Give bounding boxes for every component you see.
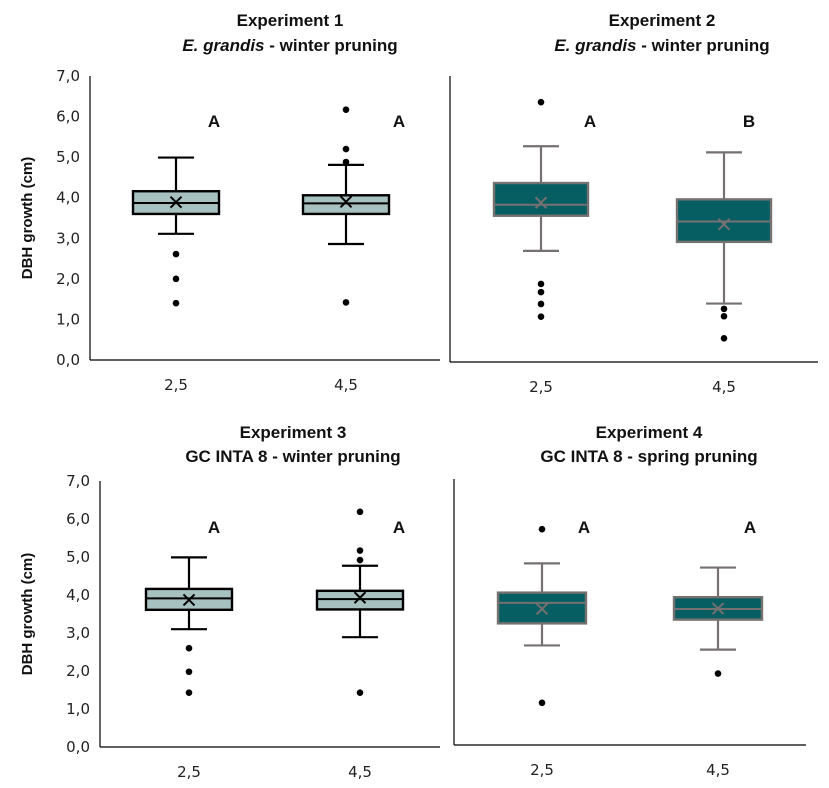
box-1: 2,5 A xyxy=(144,518,234,781)
mean-marker xyxy=(353,591,367,604)
outlier-point xyxy=(356,508,364,516)
significance-letter: A xyxy=(208,112,220,131)
outlier-point xyxy=(537,300,545,308)
mean-marker xyxy=(169,195,183,209)
significance-letter: A xyxy=(578,518,590,537)
panel-title: Experiment 1 xyxy=(237,11,344,30)
significance-letter: A xyxy=(744,518,756,537)
mean-marker xyxy=(182,593,196,607)
box-1: 2,5 A xyxy=(131,112,221,394)
panel-subtitle: GC INTA 8 - spring pruning xyxy=(540,447,757,466)
y-tick-label: 6,0 xyxy=(66,510,90,528)
box-2: 4,5 B xyxy=(675,112,773,396)
y-tick-label: 6,0 xyxy=(56,108,80,126)
y-tick-label: 5,0 xyxy=(66,548,90,566)
panel-4: Experiment 4 GC INTA 8 - spring pruning 2,… xyxy=(453,423,806,779)
outlier-point xyxy=(356,556,364,564)
outlier-point xyxy=(185,689,193,696)
outlier-point xyxy=(342,145,350,153)
subtitle-text: - winter pruning xyxy=(637,36,770,55)
subtitle-text: - winter pruning xyxy=(265,36,398,55)
panel-title: Experiment 4 xyxy=(596,423,703,442)
box-2: 4,5 A xyxy=(315,508,405,781)
box-1: 2,5 A xyxy=(492,98,596,396)
outlier-point xyxy=(342,299,350,306)
y-axis-label: DBH growth (cm) xyxy=(19,553,36,676)
outlier-point xyxy=(185,644,193,652)
significance-letter: A xyxy=(393,112,405,131)
outlier-point xyxy=(720,335,728,342)
box-2: 4,5 A xyxy=(672,518,764,779)
outlier-point xyxy=(537,313,545,320)
x-tick-label: 2,5 xyxy=(529,378,553,396)
outlier-point xyxy=(356,547,364,554)
x-tick-label: 4,5 xyxy=(348,763,372,781)
y-tick-label: 1,0 xyxy=(56,310,80,328)
outlier-point xyxy=(720,305,728,313)
panel-subtitle: E. grandis - winter pruning xyxy=(554,36,769,55)
mean-marker xyxy=(339,195,353,208)
x-tick-label: 2,5 xyxy=(530,761,554,779)
outlier-point xyxy=(342,106,350,113)
y-tick-label: 4,0 xyxy=(66,586,90,604)
x-tick-label: 2,5 xyxy=(177,763,201,781)
outlier-point xyxy=(172,299,180,307)
panel-title: Experiment 2 xyxy=(609,11,716,30)
outlier-point xyxy=(172,275,180,283)
species-name: E. grandis xyxy=(554,36,636,55)
mean-marker xyxy=(534,196,548,209)
box-2: 4,5 A xyxy=(301,106,405,394)
mean-marker xyxy=(711,602,725,615)
significance-letter: A xyxy=(208,518,220,537)
subtitle-text: GC INTA 8 - winter pruning xyxy=(185,447,400,466)
outlier-point xyxy=(537,98,545,106)
y-tick-label: 7,0 xyxy=(66,472,90,490)
significance-letter: A xyxy=(393,518,405,537)
y-tick-label: 3,0 xyxy=(56,229,80,247)
significance-letter: A xyxy=(584,112,596,131)
outlier-point xyxy=(342,158,350,166)
mean-marker xyxy=(535,602,549,616)
outlier-point xyxy=(185,668,193,676)
y-tick-label: 7,0 xyxy=(56,67,80,85)
outlier-point xyxy=(537,288,545,296)
box-1: 2,5 A xyxy=(496,518,590,779)
y-tick-label: 2,0 xyxy=(56,270,80,288)
panel-2: Experiment 2 E. grandis - winter pruning 2… xyxy=(449,11,818,396)
panel-subtitle: GC INTA 8 - winter pruning xyxy=(185,447,400,466)
significance-letter: B xyxy=(743,112,755,131)
y-tick-label: 0,0 xyxy=(66,738,90,756)
y-tick-label: 2,0 xyxy=(66,662,90,680)
y-tick-label: 0,0 xyxy=(56,351,80,369)
outlier-point xyxy=(714,670,722,677)
outlier-point xyxy=(172,250,180,258)
panel-subtitle: E. grandis - winter pruning xyxy=(182,36,397,55)
iqr-box xyxy=(492,181,590,217)
y-axis-label: DBH growth (cm) xyxy=(19,157,36,280)
outlier-point xyxy=(538,525,546,533)
x-tick-label: 4,5 xyxy=(706,761,730,779)
y-tick-label: 5,0 xyxy=(56,148,80,166)
species-name: E. grandis xyxy=(182,36,264,55)
iqr-box xyxy=(301,194,391,216)
outlier-point xyxy=(537,280,545,288)
y-tick-label: 3,0 xyxy=(66,624,90,642)
outlier-point xyxy=(356,689,364,696)
outlier-point xyxy=(720,312,728,320)
panel-3: Experiment 3 GC INTA 8 - winter pruning 0,… xyxy=(19,423,440,781)
y-tick-label: 4,0 xyxy=(56,189,80,207)
subtitle-text: GC INTA 8 - spring pruning xyxy=(540,447,757,466)
mean-marker xyxy=(717,218,731,231)
x-tick-label: 2,5 xyxy=(164,376,188,394)
x-tick-label: 4,5 xyxy=(712,378,736,396)
x-tick-label: 4,5 xyxy=(334,376,358,394)
y-tick-label: 1,0 xyxy=(66,700,90,718)
panel-1: Experiment 1 E. grandis - winter pruning 0… xyxy=(19,11,440,394)
panel-title: Experiment 3 xyxy=(240,423,347,442)
outlier-point xyxy=(538,699,546,707)
